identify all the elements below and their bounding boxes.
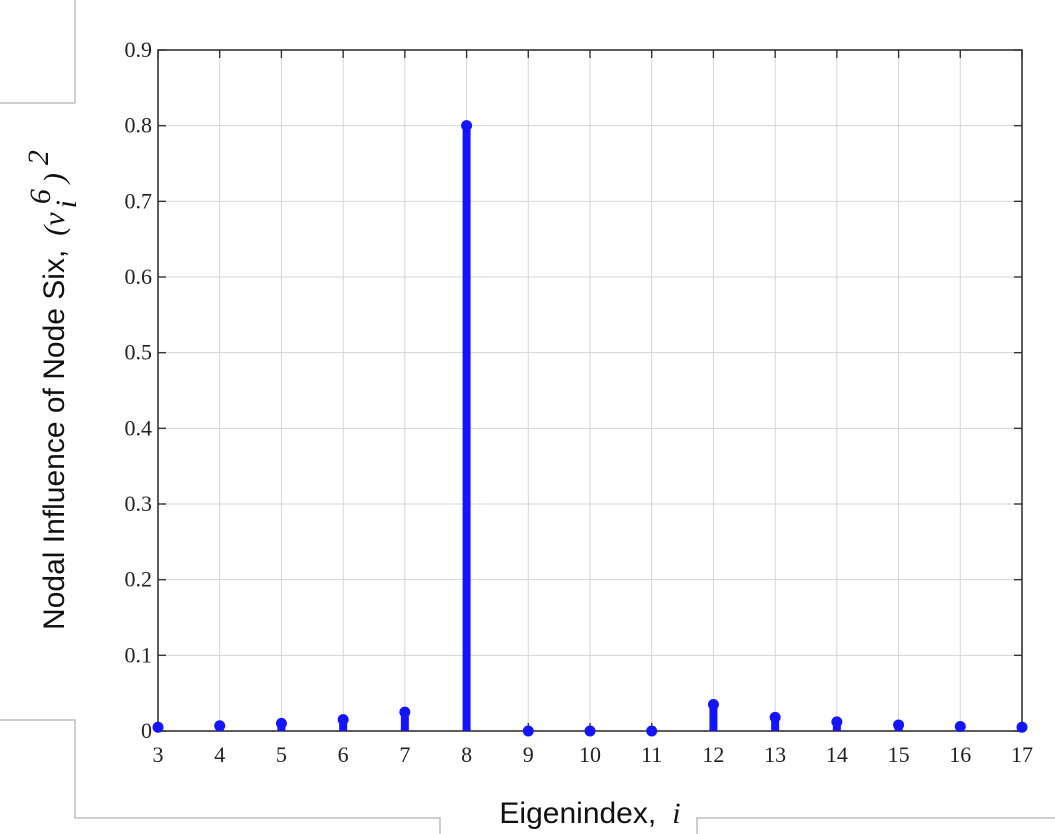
x-tick-label: 8: [461, 742, 472, 767]
stem-marker: [585, 726, 596, 737]
x-tick-label: 6: [338, 742, 349, 767]
x-tick-label: 4: [214, 742, 225, 767]
x-tick-label: 17: [1011, 742, 1033, 767]
stem-marker: [399, 707, 410, 718]
stem-marker: [338, 714, 349, 725]
x-tick-labels: 3 4 5 6 7 8 9 10 11 12 13 14 15 16 17: [153, 742, 1034, 767]
stem-marker: [770, 712, 781, 723]
stem-marker: [955, 721, 966, 732]
x-tick-label: 13: [764, 742, 786, 767]
x-tick-label: 12: [702, 742, 724, 767]
stem-marker: [461, 120, 472, 131]
x-tick-label: 11: [641, 742, 662, 767]
stem-marker: [646, 726, 657, 737]
y-tick-label: 0.3: [125, 491, 153, 516]
stem-marker: [1017, 722, 1028, 733]
y-tick-label: 0.7: [125, 188, 153, 213]
x-tick-label: 14: [826, 742, 848, 767]
x-tick-label: 5: [276, 742, 287, 767]
y-tick-label: 0: [141, 718, 152, 743]
stem-marker: [276, 718, 287, 729]
y-tick-label: 0.5: [125, 340, 153, 365]
y-tick-label: 0.2: [125, 567, 153, 592]
x-tick-label: 15: [888, 742, 910, 767]
stem-marker: [893, 719, 904, 730]
x-tick-label: 10: [579, 742, 601, 767]
stem-marker: [153, 722, 164, 733]
x-tick-label: 3: [153, 742, 164, 767]
x-tick-label: 16: [949, 742, 971, 767]
y-tick-label: 0.1: [125, 642, 153, 667]
stem-marker: [708, 699, 719, 710]
stem-marker: [831, 716, 842, 727]
y-tick-label: 0.6: [125, 264, 153, 289]
y-tick-label: 0.9: [125, 37, 153, 62]
x-tick-label: 7: [399, 742, 410, 767]
x-tick-label: 9: [523, 742, 534, 767]
x-axis-title: Eigenindex, i: [499, 797, 680, 830]
y-tick-label: 0.4: [125, 415, 153, 440]
y-tick-label: 0.8: [125, 113, 153, 138]
stem-marker: [214, 720, 225, 731]
stem-marker: [523, 726, 534, 737]
